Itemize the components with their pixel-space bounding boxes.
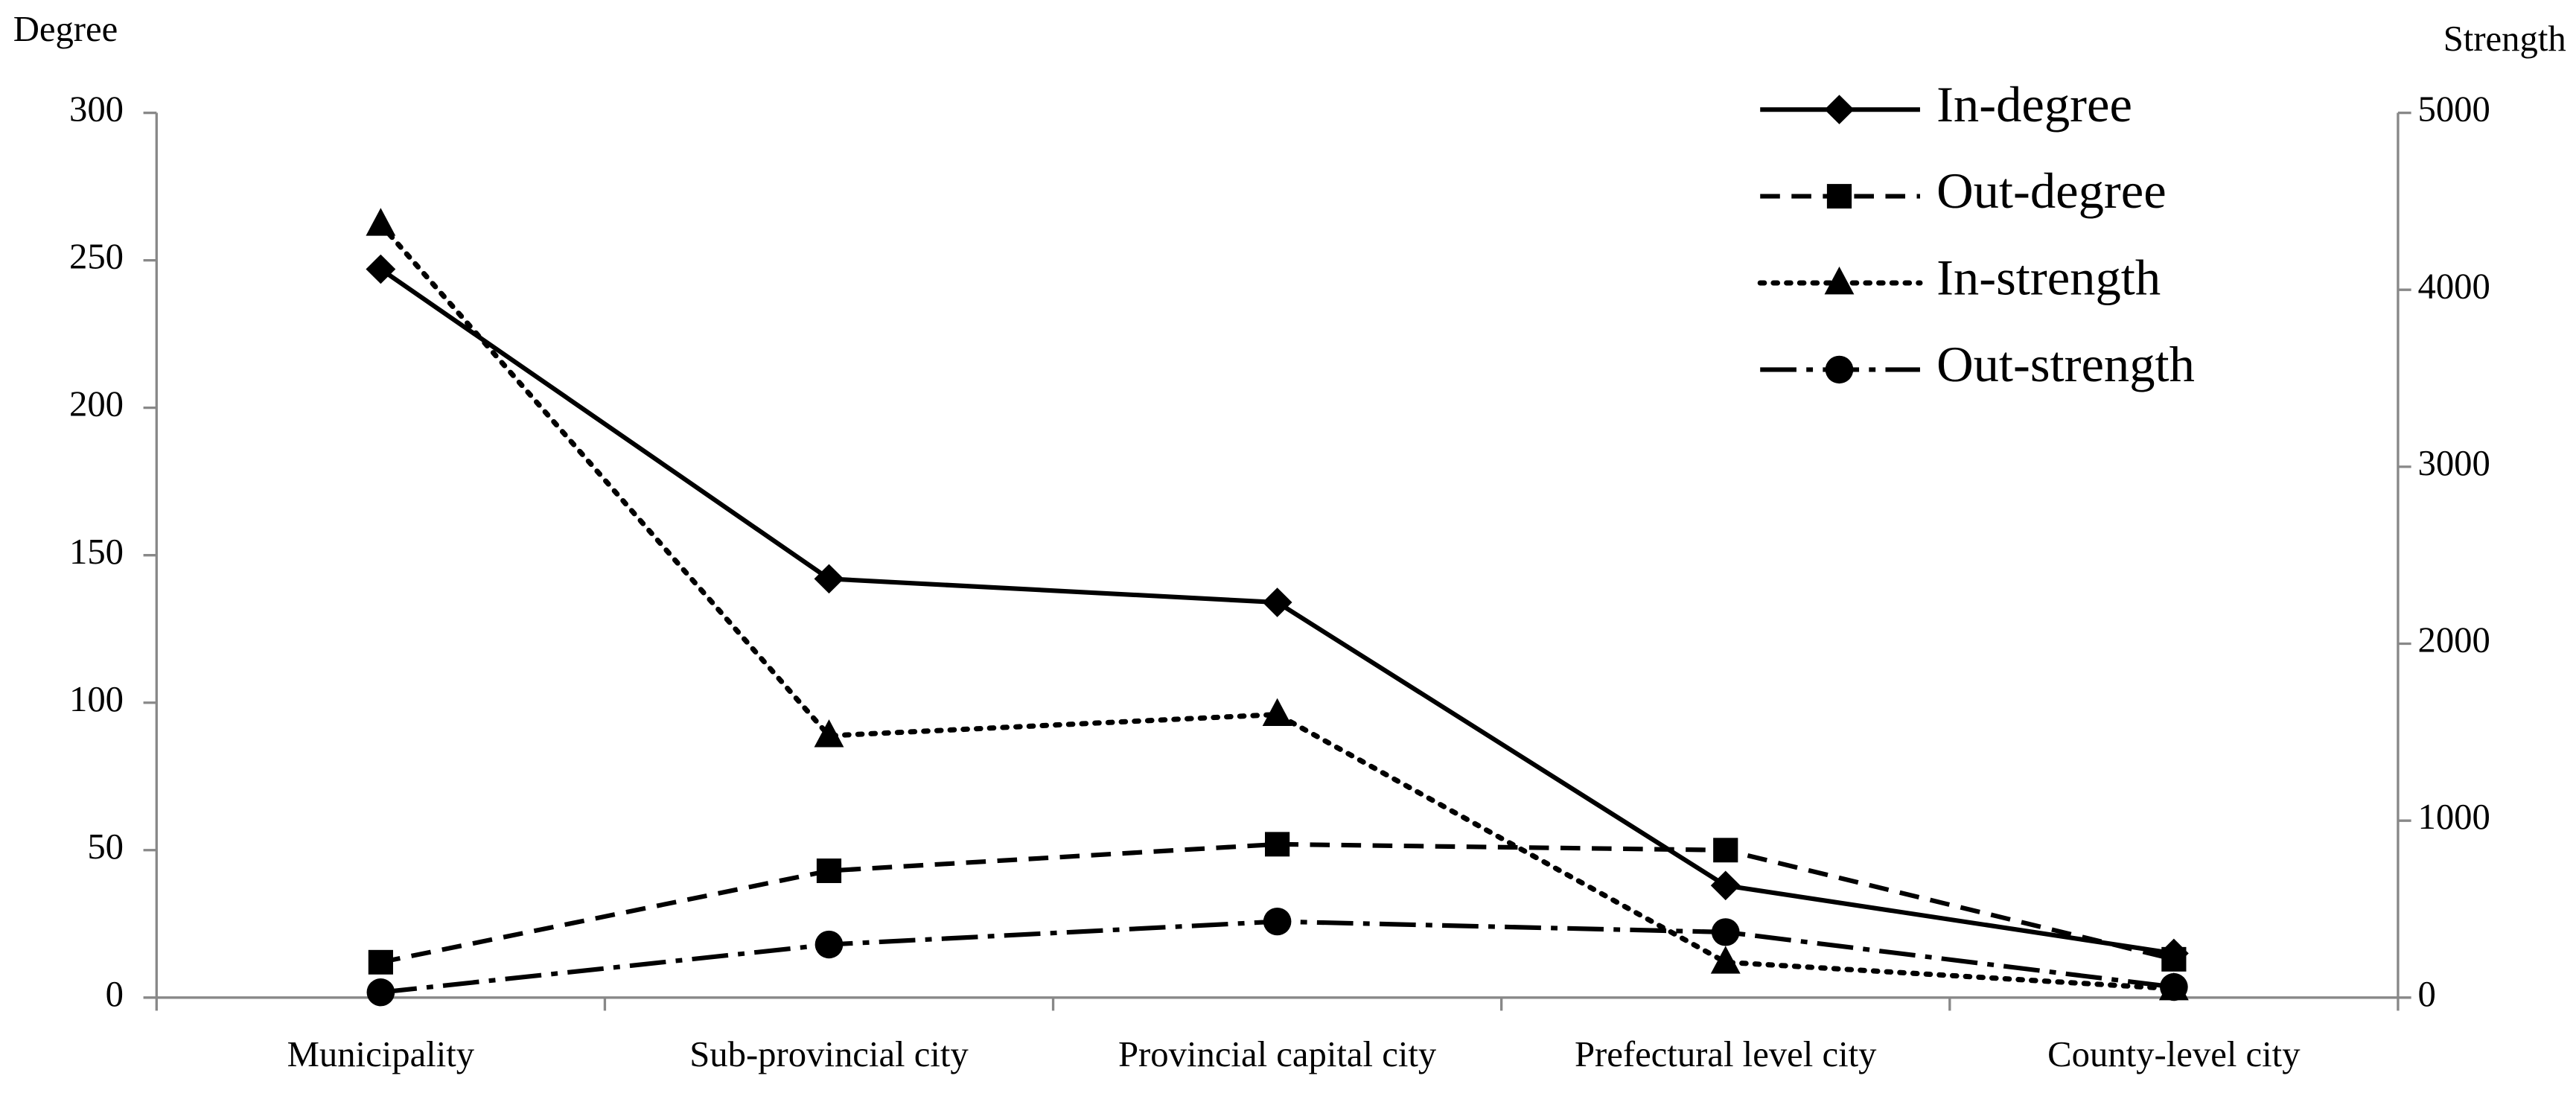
x-tick-label: Sub-provincial city [689,1035,969,1074]
y2-tick-label: 5000 [2417,90,2490,130]
marker-triangle [1824,267,1855,295]
legend-label: In-strength [1936,249,2161,306]
y2-tick-label: 3000 [2417,444,2490,483]
marker-circle [1711,918,1740,946]
marker-circle [1825,355,1854,384]
marker-square [1826,184,1852,209]
y-tick-label: 50 [87,827,124,867]
marker-square [368,949,393,975]
y-tick-label: 200 [69,385,124,424]
y2-tick-label: 2000 [2417,621,2490,660]
x-tick-label: Prefectural level city [1575,1035,1877,1074]
marker-diamond [1824,95,1855,124]
legend-label: Out-degree [1936,162,2167,219]
marker-diamond [1262,587,1292,617]
marker-circle [1263,907,1292,936]
series-line [380,841,2175,965]
marker-diamond [366,254,396,284]
marker-triangle [366,208,396,236]
marker-square [1265,832,1290,857]
y-axis-title: Degree [13,10,118,49]
marker-circle [366,978,395,1007]
x-tick-label: Municipality [287,1035,475,1074]
y-tick-label: 250 [69,238,124,277]
marker-square [1713,838,1738,863]
y-tick-label: 300 [69,90,124,130]
x-tick-label: County-level city [2047,1035,2301,1074]
y-tick-label: 100 [69,680,124,719]
y2-tick-label: 4000 [2417,267,2490,306]
marker-circle [814,930,844,959]
marker-square [816,859,842,883]
legend-label: In-degree [1936,76,2132,133]
y-tick-label: 150 [69,532,124,572]
y2-tick-label: 0 [2417,975,2435,1014]
y2-tick-label: 1000 [2417,797,2490,837]
marker-diamond [1710,870,1741,901]
marker-triangle [1710,946,1741,974]
marker-square [2161,946,2187,972]
y2-axis-title: Strength [2443,19,2566,59]
legend-label: Out-strength [1936,336,2195,392]
marker-triangle [814,719,844,748]
marker-circle [2160,972,2188,1001]
x-tick-label: Provincial capital city [1118,1035,1437,1074]
marker-diamond [814,564,844,594]
marker-triangle [1262,698,1292,726]
y-tick-label: 0 [106,975,124,1014]
